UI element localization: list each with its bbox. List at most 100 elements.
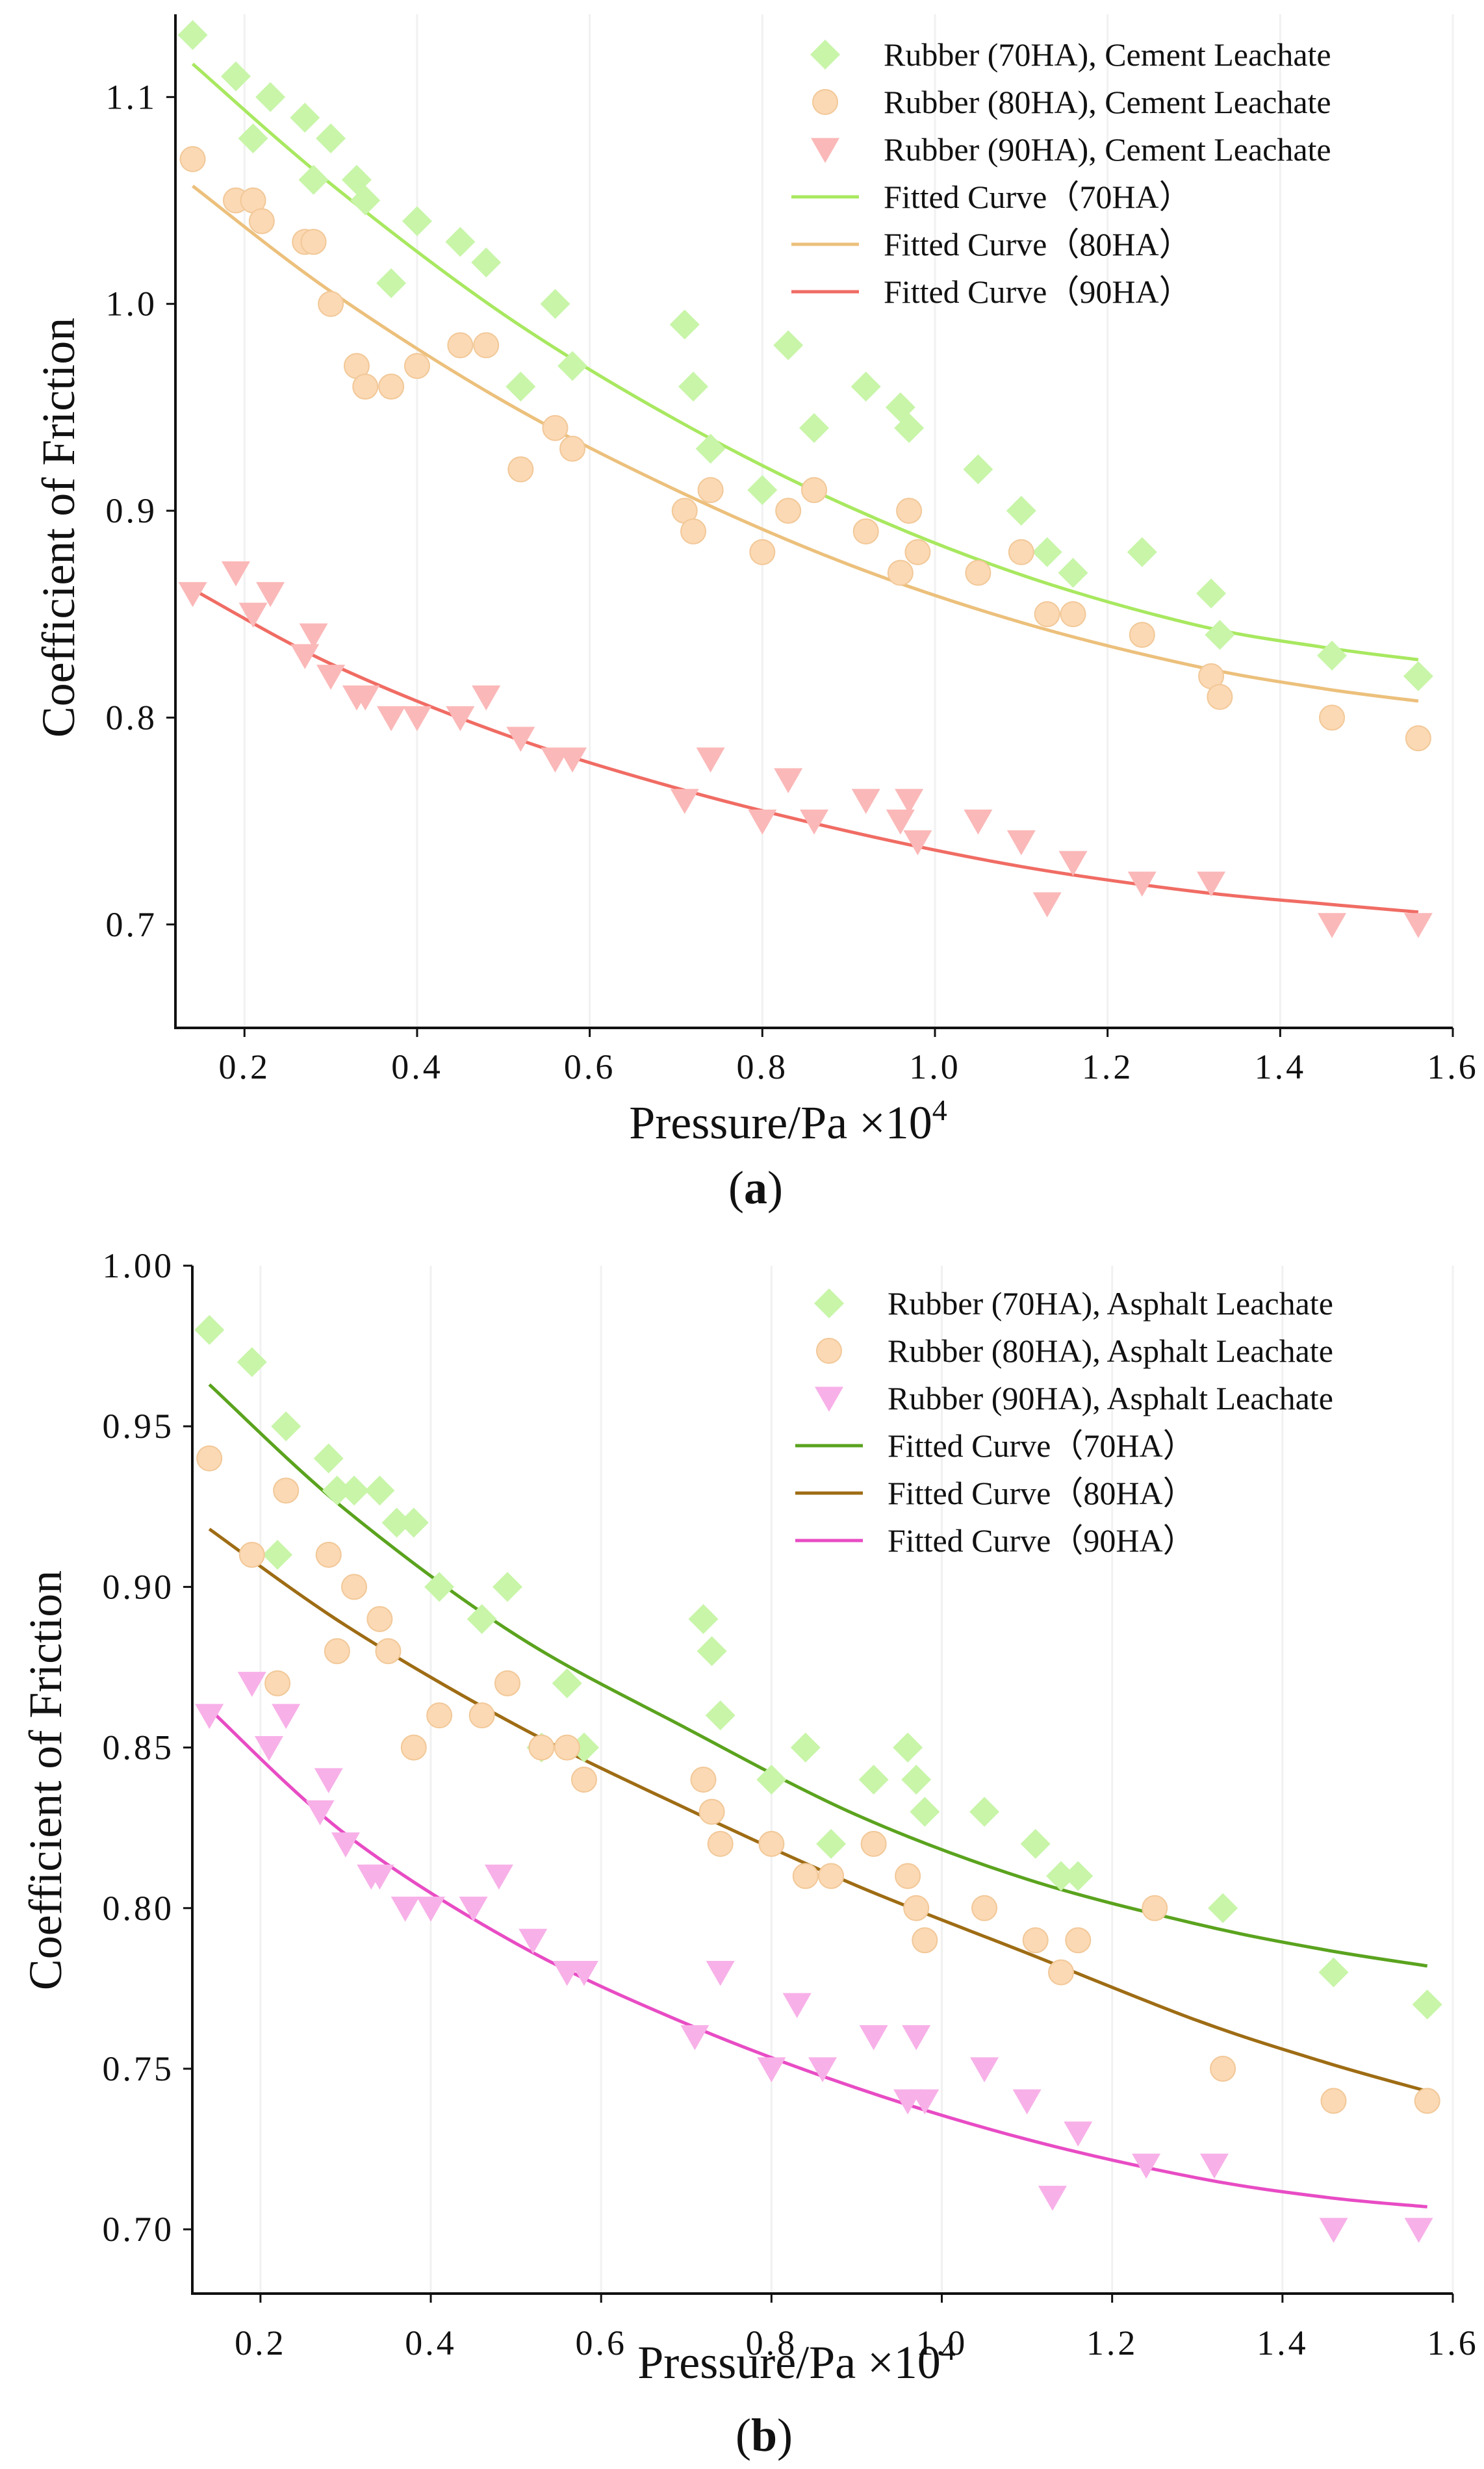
- data-point: [467, 1604, 497, 1634]
- data-point: [970, 2057, 999, 2082]
- data-point: [1412, 1989, 1442, 2020]
- legend-label: Fitted Curve（70HA）: [884, 179, 1192, 215]
- data-point: [305, 1800, 335, 1826]
- data-point: [1414, 2088, 1440, 2114]
- data-point: [1403, 661, 1433, 691]
- data-point: [316, 665, 346, 690]
- legend-label: Rubber (70HA), Asphalt Leachate: [888, 1285, 1333, 1322]
- y-tick-label: 0.8: [106, 698, 158, 737]
- data-point: [1058, 851, 1088, 876]
- data-point: [895, 789, 924, 814]
- data-point: [757, 2057, 786, 2082]
- data-point: [748, 810, 777, 835]
- data-point: [322, 1476, 352, 1506]
- data-point: [542, 415, 569, 441]
- data-point: [707, 1830, 734, 1857]
- data-point: [1008, 539, 1034, 565]
- data-point: [494, 1670, 520, 1696]
- data-point: [331, 1832, 360, 1858]
- data-point: [706, 1961, 735, 1986]
- x-tick-label: 1.2: [1086, 2323, 1138, 2362]
- data-point: [318, 290, 344, 317]
- data-point: [1405, 725, 1431, 752]
- data-point: [365, 1864, 394, 1890]
- fitted-curve-fitted-curve-80ha: [192, 185, 1419, 703]
- data-point: [1032, 892, 1062, 917]
- data-point: [790, 1732, 821, 1763]
- data-point: [238, 123, 268, 154]
- legend-marker-swatch: [816, 1338, 842, 1364]
- data-point: [893, 1732, 923, 1763]
- data-point: [749, 539, 776, 565]
- data-point: [965, 559, 991, 586]
- data-point: [314, 1768, 343, 1793]
- data-point: [902, 2025, 931, 2051]
- data-point: [910, 1797, 940, 1827]
- data-point: [558, 747, 587, 773]
- data-point: [237, 1347, 267, 1377]
- data-point: [894, 413, 925, 443]
- panel-label-part: b: [751, 2409, 777, 2461]
- data-point: [1064, 2121, 1093, 2147]
- y-tick-label: 0.90: [103, 1567, 175, 1606]
- legend-marker-swatch: [812, 89, 838, 115]
- data-point: [403, 353, 430, 379]
- x-tick-label: 1.4: [1255, 1047, 1307, 1086]
- y-tick-label: 1.0: [106, 285, 158, 324]
- data-point: [775, 498, 802, 524]
- data-point: [402, 206, 432, 237]
- data-point: [858, 1765, 889, 1795]
- data-point: [238, 1541, 265, 1568]
- data-point: [506, 726, 535, 752]
- axes-frame: [174, 14, 1453, 1029]
- data-point: [196, 1445, 223, 1472]
- data-point: [248, 208, 275, 235]
- y-tick-label: 0.75: [103, 2049, 175, 2088]
- data-point: [195, 1704, 224, 1730]
- data-point: [808, 2057, 837, 2082]
- data-point: [1320, 2088, 1347, 2114]
- y-tick-label: 0.85: [103, 1728, 175, 1767]
- data-point: [194, 1314, 225, 1345]
- y-tick-label: 0.7: [106, 905, 158, 944]
- x-tick-label: 1.2: [1082, 1047, 1134, 1086]
- x-tick-label: 0.8: [746, 2323, 798, 2362]
- data-point: [773, 330, 804, 361]
- data-point: [697, 1636, 727, 1667]
- series-rubber-70ha-cement-leachate: [177, 19, 1433, 691]
- fitted-curve-fitted-curve-80ha: [208, 1528, 1428, 2093]
- data-point: [400, 1734, 427, 1761]
- data-point: [179, 146, 206, 172]
- data-point: [352, 374, 379, 400]
- data-point: [697, 477, 724, 504]
- axes-frame: [191, 1266, 1453, 2295]
- data-point: [493, 1572, 522, 1602]
- data-point: [1404, 2218, 1433, 2244]
- data-point: [851, 372, 881, 402]
- data-point: [381, 1507, 412, 1538]
- data-point: [860, 1830, 887, 1857]
- data-point: [366, 1605, 393, 1632]
- data-point: [528, 1734, 555, 1761]
- data-point: [964, 810, 993, 835]
- series-rubber-90ha-cement-leachate: [178, 561, 1433, 938]
- legend-label: Rubber (90HA), Cement Leachate: [884, 131, 1331, 168]
- data-point: [271, 1411, 301, 1442]
- data-point: [290, 103, 320, 133]
- data-point: [901, 1765, 932, 1795]
- series-rubber-80ha-cement-leachate: [179, 146, 1431, 752]
- panel-label: (a): [728, 1162, 783, 1214]
- x-tick-label: 0.6: [575, 2323, 627, 2362]
- data-point: [1210, 2055, 1236, 2082]
- data-point: [426, 1702, 453, 1729]
- data-point: [1317, 640, 1348, 671]
- data-point: [747, 475, 778, 505]
- data-point: [1020, 1828, 1051, 1859]
- data-point: [264, 1670, 291, 1696]
- data-point: [800, 810, 828, 835]
- panel-label-part: (: [736, 2409, 751, 2461]
- data-point: [859, 2025, 888, 2051]
- panel-label-part: a: [744, 1162, 767, 1214]
- data-point: [221, 561, 250, 587]
- x-tick-label: 0.2: [219, 1047, 271, 1086]
